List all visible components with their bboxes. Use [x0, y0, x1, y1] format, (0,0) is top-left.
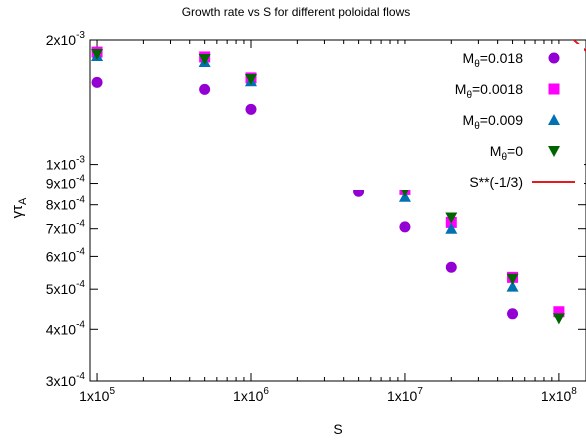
y-tick-label: 1x10-3 — [46, 155, 86, 173]
legend-swatch — [548, 83, 560, 95]
y-tick-exponent: -3 — [76, 30, 85, 41]
x-tick-exponent: 7 — [417, 386, 423, 397]
legend-label-sub: θ — [501, 152, 507, 163]
y-tick-label: 7x10-4 — [46, 219, 86, 237]
data-point-series-2 — [445, 222, 458, 234]
x-tick-base: 1x10 — [79, 388, 110, 404]
y-tick-exponent: -4 — [76, 219, 85, 230]
y-tick-label: 4x10-4 — [46, 319, 86, 337]
data-point-series-3 — [445, 212, 458, 224]
legend-label-rest: =0.0018 — [472, 81, 523, 97]
legend-label-sub: θ — [466, 90, 472, 101]
y-tick-base: 3x10 — [46, 373, 77, 389]
y-tick-base: 1x10 — [46, 157, 77, 173]
data-point-series-0 — [445, 261, 457, 273]
legend-swatch — [548, 146, 560, 157]
x-tick-exponent: 6 — [263, 386, 269, 397]
data-point-series-1 — [553, 306, 565, 318]
data-point-series-0 — [507, 308, 519, 320]
data-point-series-2 — [506, 280, 519, 292]
y-tick-exponent: -4 — [76, 371, 85, 382]
legend-box — [330, 44, 584, 190]
x-tick-exponent: 8 — [571, 386, 577, 397]
legend-label: Mθ=0.018 — [463, 50, 524, 70]
y-tick-exponent: -4 — [76, 279, 85, 290]
legend-label: S**(-1/3) — [469, 174, 523, 190]
data-point-series-3 — [91, 49, 104, 61]
legend-label-rest: =0.018 — [480, 50, 523, 66]
y-tick-base: 4x10 — [46, 321, 77, 337]
data-point-series-0 — [245, 103, 257, 115]
tick-labels: 1x105 1x106 1x107 1x1083x10-44x10-45x10-46x… — [46, 30, 578, 404]
y-tick-exponent: -3 — [76, 155, 85, 166]
y-axis-label: γτA — [9, 197, 29, 218]
legend-label-main: M — [455, 81, 467, 97]
data-point-series-3 — [552, 313, 565, 325]
legend-label-sub: θ — [474, 59, 480, 70]
x-tick-exponent: 5 — [109, 386, 115, 397]
chart-title: Growth rate vs S for different poloidal … — [182, 5, 411, 19]
data-point-series-0 — [399, 221, 411, 233]
y-tick-exponent: -4 — [76, 174, 85, 185]
y-tick-base: 2x10 — [46, 32, 77, 48]
y-tick-label: 2x10-3 — [46, 30, 86, 48]
legend-label-rest: =0 — [507, 143, 523, 159]
data-point-series-0 — [199, 83, 211, 95]
y-tick-base: 5x10 — [46, 281, 77, 297]
y-tick-label: 6x10-4 — [46, 246, 86, 264]
legend-swatch — [548, 114, 560, 125]
legend-label-sub: θ — [474, 121, 480, 132]
data-point-series-3 — [244, 73, 257, 85]
x-tick-label: 1x107 — [387, 386, 423, 404]
legend-label-main: S**(-1/3) — [469, 174, 523, 190]
legend-label-main: M — [463, 112, 475, 128]
y-tick-base: 9x10 — [46, 176, 77, 192]
x-axis-label: S — [333, 421, 342, 437]
y-axis-label-text: γτA — [9, 197, 29, 218]
data-point-series-3 — [506, 273, 519, 285]
x-tick-base: 1x10 — [387, 388, 418, 404]
legend-label: Mθ=0.0018 — [455, 81, 523, 101]
x-tick-base: 1x10 — [541, 388, 572, 404]
y-tick-label: 3x10-4 — [46, 371, 86, 389]
x-tick-label: 1x106 — [233, 386, 269, 404]
plot-frame — [89, 39, 586, 382]
legend-label-main: M — [490, 143, 502, 159]
y-tick-base: 7x10 — [46, 221, 77, 237]
legend-label-rest: =0.009 — [480, 112, 523, 128]
x-tick-label: 1x105 — [79, 386, 115, 404]
y-axis-label-main: γτ — [9, 205, 26, 219]
y-tick-base: 8x10 — [46, 197, 77, 213]
y-tick-exponent: -4 — [76, 195, 85, 206]
y-tick-exponent: -4 — [76, 319, 85, 330]
x-tick-label: 1x108 — [541, 386, 577, 404]
x-tick-base: 1x10 — [233, 388, 264, 404]
y-axis-label-sub: A — [17, 197, 29, 205]
legend-label: Mθ=0 — [490, 143, 523, 163]
legend-swatch — [548, 52, 560, 64]
y-tick-base: 6x10 — [46, 248, 77, 264]
data-point-series-3 — [198, 53, 211, 65]
y-tick-label: 5x10-4 — [46, 279, 86, 297]
legend-label: Mθ=0.009 — [463, 112, 524, 132]
legend-label-main: M — [463, 50, 475, 66]
y-tick-exponent: -4 — [76, 246, 85, 257]
y-tick-label: 9x10-4 — [46, 174, 86, 192]
data-point-series-0 — [91, 76, 103, 88]
y-tick-label: 8x10-4 — [46, 195, 86, 213]
